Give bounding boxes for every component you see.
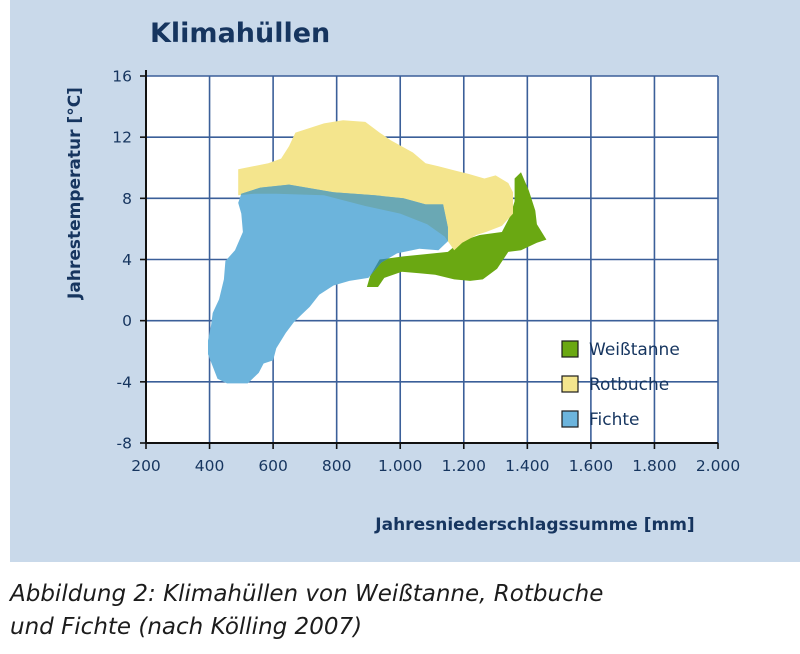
y-tick-label: 8 — [122, 190, 132, 208]
axes — [140, 70, 719, 449]
y-tick-label: -4 — [117, 373, 132, 391]
area-fichte — [208, 184, 448, 384]
legend-label-2: Fichte — [589, 410, 640, 430]
tick-labels: 200 400 600 800 1.000 1.200 1.400 1.600 1.800 2.0… — [112, 68, 740, 476]
x-tick-label: 1.400 — [505, 457, 549, 475]
legend-swatch-2 — [561, 410, 579, 428]
x-tick-label: 1.200 — [442, 457, 486, 475]
y-tick-label: 0 — [122, 312, 132, 330]
caption-line-1: Abbildung 2: Klimahüllen von Weißtanne, … — [10, 581, 604, 607]
x-tick-label: 800 — [322, 457, 352, 475]
chart-title: Klimahüllen — [150, 18, 331, 49]
figure-caption: Abbildung 2: Klimahüllen von Weißtanne, … — [10, 578, 790, 644]
chart: 200 400 600 800 1.000 1.200 1.400 1.600 1.800 2.0… — [65, 68, 740, 536]
caption-line-2: und Fichte (nach Kölling 2007) — [10, 614, 363, 640]
x-tick-label: 200 — [131, 457, 161, 475]
x-tick-label: 400 — [195, 457, 225, 475]
x-axis-title: Jahresniederschlagssumme [mm] — [374, 515, 694, 535]
y-tick-label: 12 — [112, 129, 132, 147]
x-tick-label: 2.000 — [696, 457, 740, 475]
area-weisstanne — [366, 172, 547, 287]
x-tick-label: 600 — [258, 457, 288, 475]
legend-swatch-0 — [561, 340, 579, 358]
x-tick-label: 1.600 — [569, 457, 613, 475]
legend-swatch-1 — [561, 375, 579, 393]
y-axis-title: Jahrestemperatur [°C] — [65, 87, 85, 300]
y-tick-label: 4 — [122, 251, 132, 269]
x-tick-label: 1.800 — [632, 457, 676, 475]
legend-label-1: Rotbuche — [589, 375, 669, 395]
climate-envelopes — [208, 120, 547, 384]
x-tick-label: 1.000 — [378, 457, 422, 475]
legend: Weißtanne Rotbuche Fichte — [561, 340, 680, 430]
y-tick-label: 16 — [112, 68, 132, 86]
legend-label-0: Weißtanne — [589, 340, 680, 360]
y-tick-label: -8 — [117, 435, 132, 453]
